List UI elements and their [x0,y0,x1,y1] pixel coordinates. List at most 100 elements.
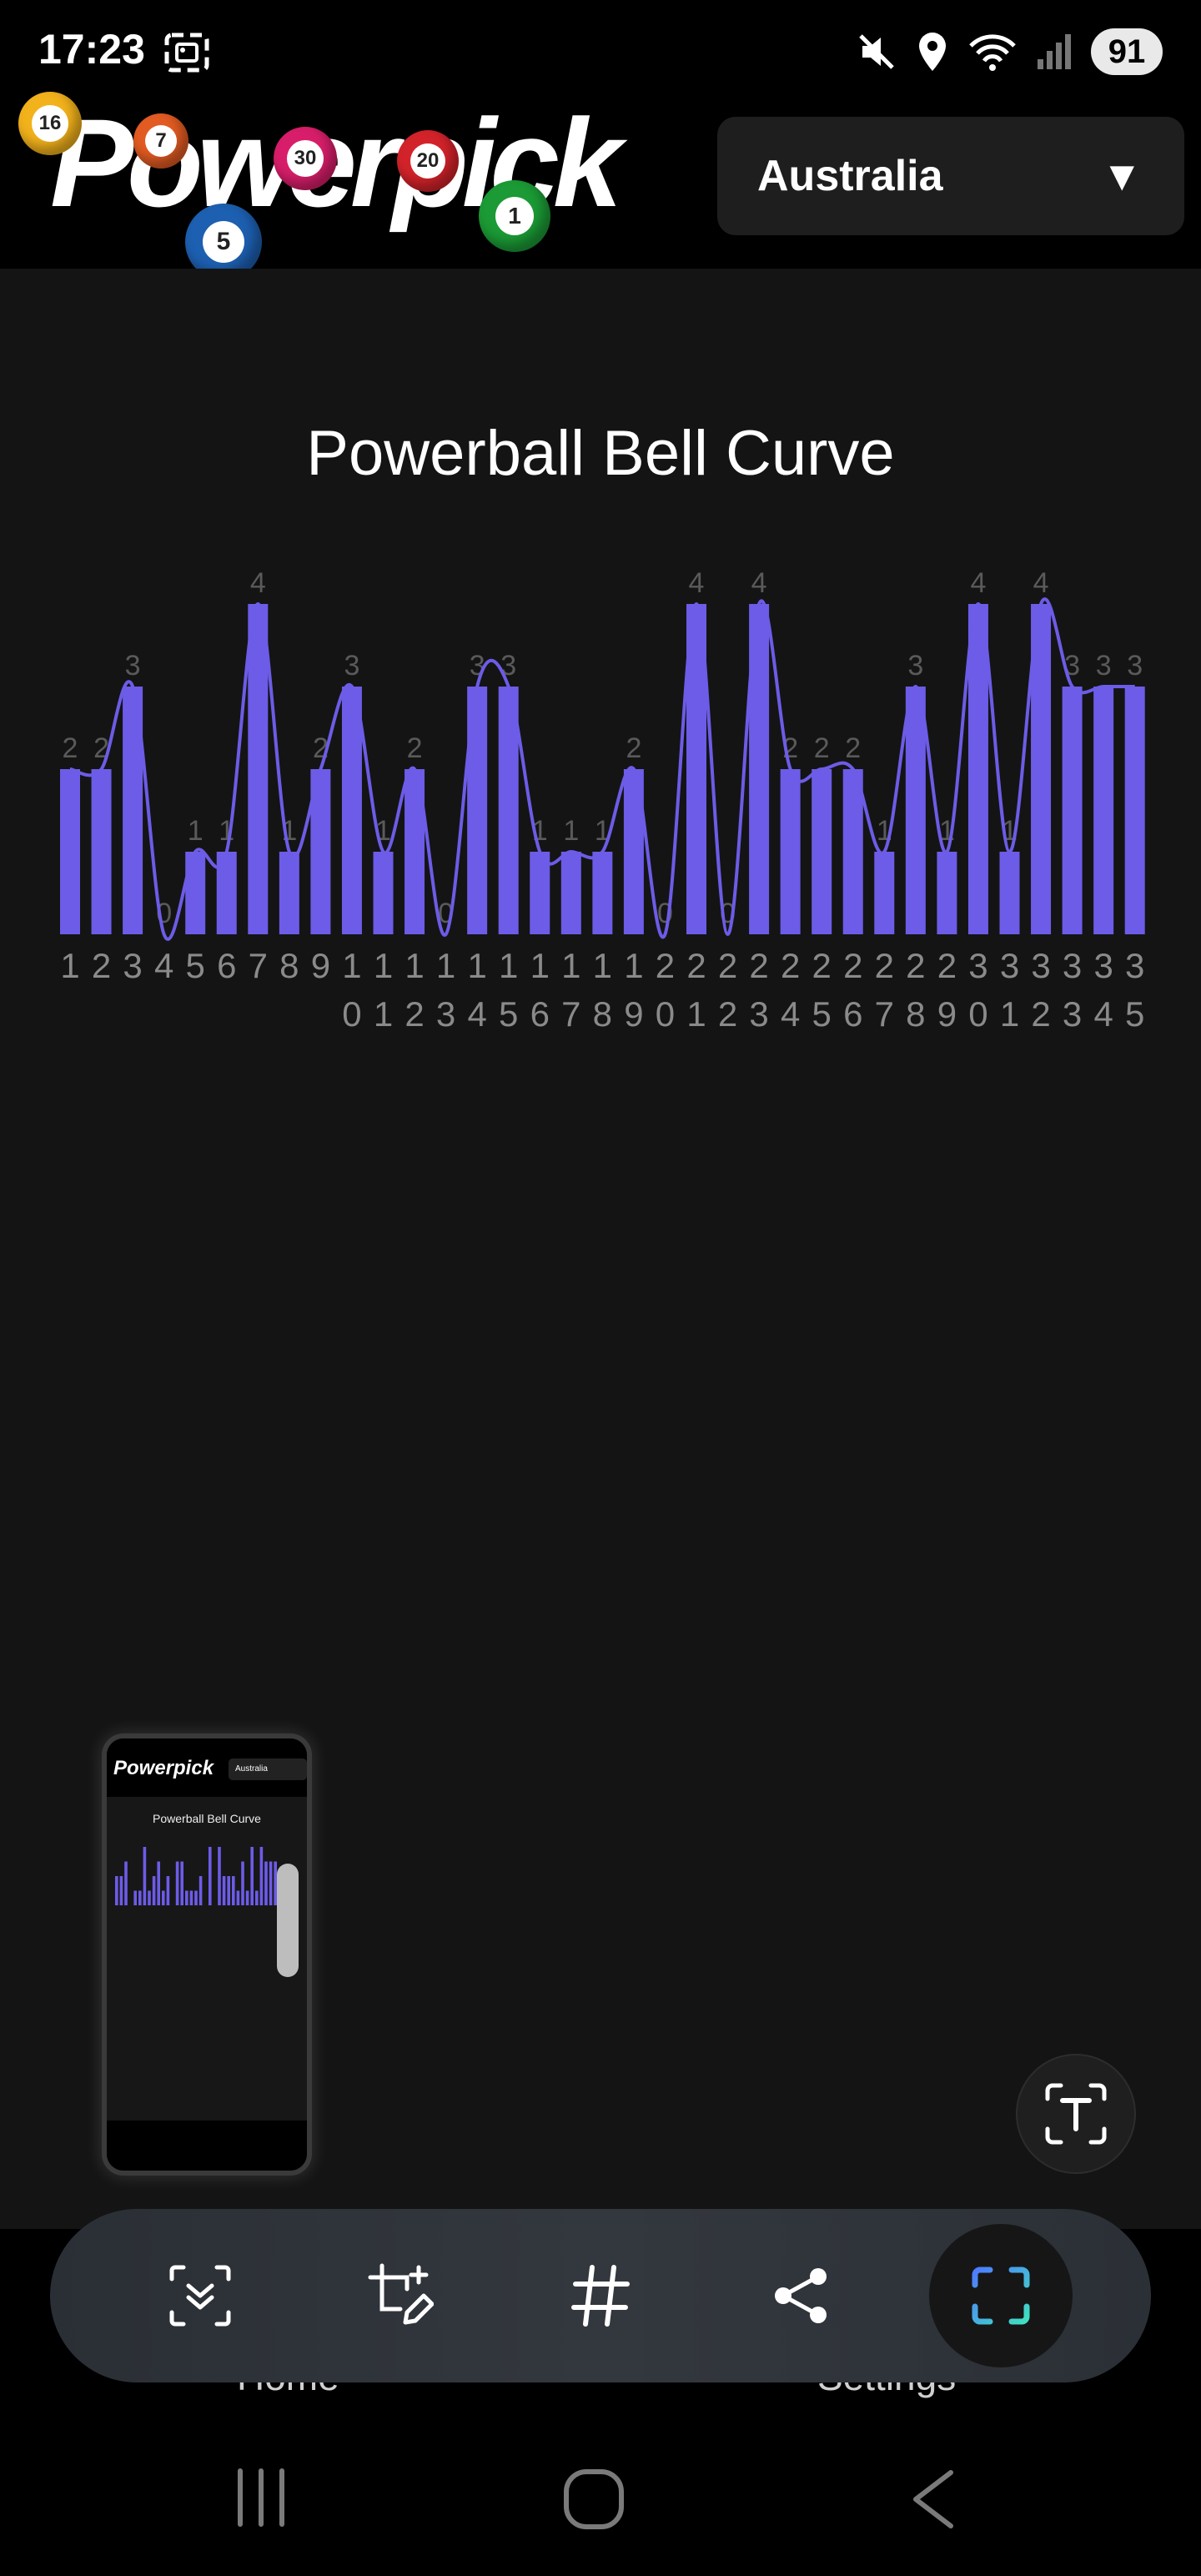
tick-label: 6 [843,994,862,1034]
home-icon[interactable] [562,2468,626,2531]
tick-label: 3 [1093,946,1113,985]
bar-29 [937,852,957,934]
thumb-bar [148,1890,151,1905]
status-time: 17:23 [38,26,145,73]
thumb-bar [143,1847,147,1905]
tick-label: 9 [624,994,643,1034]
thumb-bar [264,1861,268,1905]
bar-18 [592,852,613,934]
tick-label: 3 [968,946,987,985]
thumb-bar [259,1847,264,1905]
tick-label: 1 [405,946,424,985]
tick-label: 1 [436,946,455,985]
thumb-title: Powerball Bell Curve [153,1812,261,1825]
bar-5 [185,852,206,934]
thumb-bar [241,1861,244,1905]
tick-label: 3 [1063,946,1082,985]
tick-label: 4 [467,994,486,1034]
status-bar: 17:23 91 [0,0,1201,105]
bar-33 [1062,687,1083,934]
tick-label: 5 [499,994,518,1034]
bar-8 [279,852,299,934]
thumb-bar [162,1890,165,1905]
tick-label: 1 [561,946,580,985]
thumb-bar [222,1876,226,1905]
bar-11 [373,852,394,934]
dropdown-arrow-icon: ▼ [1101,153,1143,199]
bell-curve-chart: 2122330415164718293101112120133143151161… [60,567,1145,1034]
tick-label: 4 [154,946,173,985]
thumb-bar [124,1861,128,1905]
bar-15 [498,687,519,934]
tick-label: 6 [217,946,236,985]
bar-24 [780,769,801,934]
edit-crop-button[interactable] [345,2241,455,2351]
tick-label: 2 [92,946,111,985]
thumb-bar [269,1861,273,1905]
tick-label: 5 [812,994,832,1034]
edit-crop-icon [368,2263,434,2325]
screenshot-thumbnail[interactable]: Powerpick Australia Powerball Bell Curve [102,1733,312,2176]
ball-icon: 5 [185,204,262,280]
tick-label: 1 [593,946,612,985]
scroll-capture-button[interactable] [145,2241,255,2351]
hashtag-icon [571,2265,630,2327]
value-label: 2 [63,732,78,764]
tick-label: 1 [374,946,393,985]
bar-1 [60,769,80,934]
tick-label: 9 [311,946,330,985]
mute-icon [859,34,894,69]
thumb-bar [274,1861,277,1905]
value-label: 1 [188,815,204,847]
tick-label: 1 [686,994,706,1034]
tick-label: 7 [561,994,580,1034]
thumb-bar [194,1890,198,1905]
value-label: 1 [563,815,579,847]
tick-label: 4 [1093,994,1113,1034]
tick-label: 8 [593,994,612,1034]
text-extract-icon [1045,2083,1107,2145]
thumb-bar [175,1861,179,1905]
tick-label: 4 [781,994,800,1034]
tick-label: 7 [875,994,894,1034]
tick-label: 2 [405,994,424,1034]
tick-label: 2 [749,946,768,985]
country-select[interactable]: Australia ▼ [717,117,1184,235]
thumb-country-select: Australia [229,1758,307,1780]
tick-label: 2 [718,994,737,1034]
thumb-bar [152,1876,156,1905]
value-label: 3 [907,650,923,682]
share-button[interactable] [746,2241,856,2351]
bar-25 [812,769,832,934]
tick-label: 3 [1063,994,1082,1034]
hashtag-button[interactable] [545,2241,656,2351]
tick-label: 2 [906,946,925,985]
tick-label: 1 [1000,994,1019,1034]
thumb-bar [218,1847,221,1905]
screenshot-icon [164,33,209,73]
value-label: 4 [689,567,705,599]
back-icon[interactable] [907,2468,957,2531]
tick-label: 2 [812,946,832,985]
wifi-icon [969,34,1016,71]
thumb-bar [133,1890,137,1905]
country-select-value: Australia [757,152,943,200]
bar-26 [842,769,863,934]
tick-label: 2 [1031,994,1050,1034]
recent-apps-icon[interactable] [232,2468,290,2528]
tick-label: 2 [875,946,894,985]
share-icon [775,2268,827,2323]
location-icon [919,33,946,71]
bar-35 [1124,687,1145,934]
value-label: 2 [845,732,861,764]
thumb-body: Powerball Bell Curve [107,1797,307,2147]
thumb-bar [245,1890,249,1905]
smart-select-button[interactable] [929,2224,1073,2367]
thumb-bar [157,1861,160,1905]
extract-text-button[interactable] [1016,2054,1136,2174]
tick-label: 3 [436,994,455,1034]
value-label: 4 [250,567,266,599]
thumb-bar [250,1847,254,1905]
scroll-capture-icon [169,2265,231,2327]
value-label: 3 [125,650,141,682]
